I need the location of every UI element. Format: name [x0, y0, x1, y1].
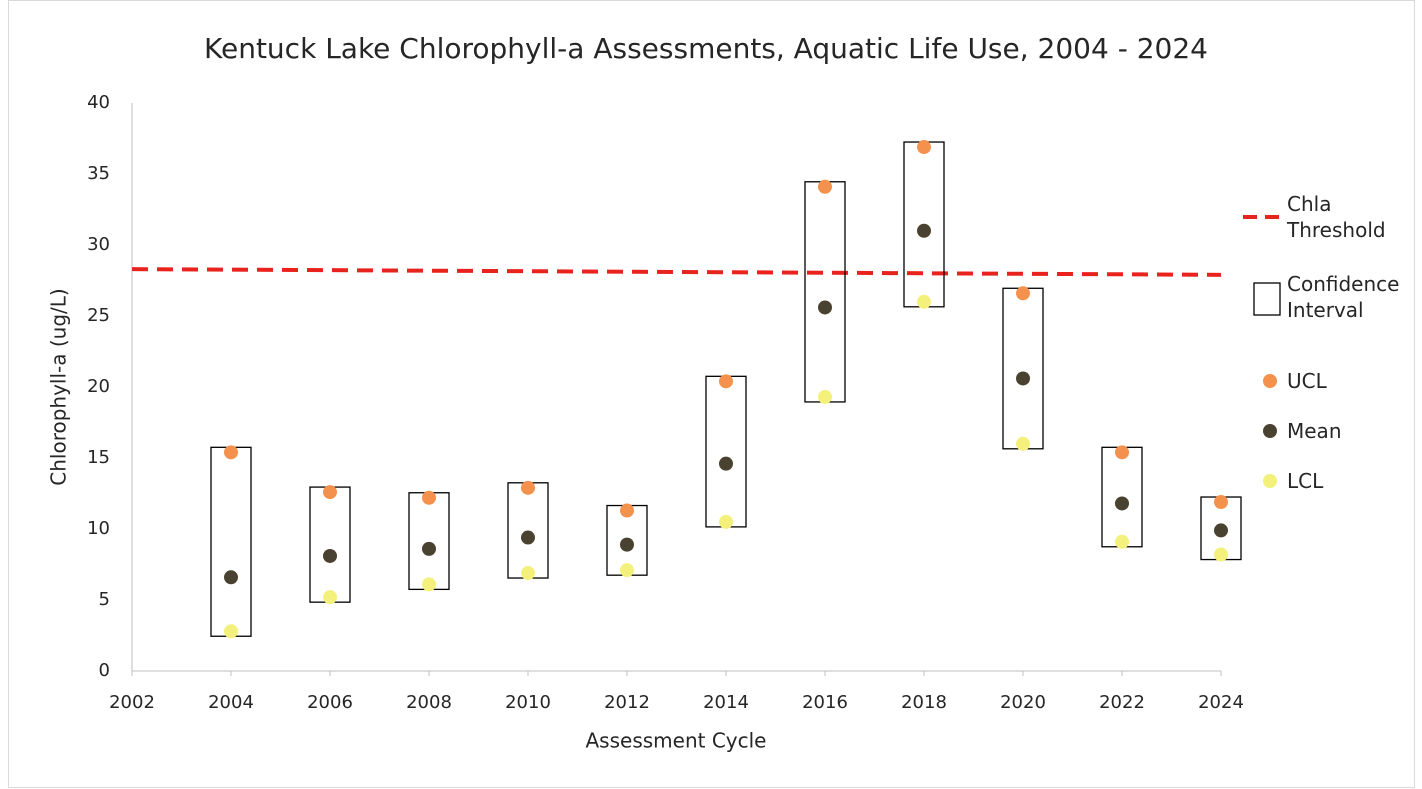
- x-tick-label: 2012: [604, 692, 650, 713]
- x-axis-label: Assessment Cycle: [586, 729, 767, 753]
- y-tick-label: 25: [87, 305, 110, 326]
- x-tick-label: 2008: [406, 692, 452, 713]
- point: [620, 537, 634, 552]
- legend-label: LCL: [1287, 469, 1324, 493]
- x-tick-label: 2022: [1099, 692, 1145, 713]
- point: [224, 570, 238, 585]
- point: [224, 445, 238, 460]
- x-tick-label: 2016: [802, 692, 848, 713]
- point: [422, 490, 436, 505]
- point: [1214, 547, 1228, 562]
- y-tick-label: 5: [99, 589, 110, 610]
- chart-title: Kentuck Lake Chlorophyll-a Assessments, …: [204, 32, 1208, 65]
- legend-label: Mean: [1287, 419, 1342, 443]
- x-tick-label: 2004: [208, 692, 254, 713]
- legend-swatch: [1263, 424, 1277, 438]
- point: [1214, 495, 1228, 510]
- y-axis-label: Chlorophyll-a (ug/L): [47, 288, 71, 485]
- point: [719, 374, 733, 389]
- y-tick-label: 15: [87, 447, 110, 468]
- point: [818, 389, 832, 404]
- legend-swatch: [1263, 374, 1277, 388]
- point: [224, 624, 238, 639]
- y-tick-label: 20: [87, 376, 110, 397]
- point: [422, 577, 436, 592]
- point: [1016, 286, 1030, 301]
- threshold-line: [131, 267, 1222, 277]
- point: [1016, 436, 1030, 451]
- point: [422, 541, 436, 556]
- point: [917, 294, 931, 309]
- point: [521, 566, 535, 581]
- legend-swatch: [1253, 282, 1281, 316]
- x-tick-label: 2006: [307, 692, 353, 713]
- chart-frame: [8, 0, 1415, 788]
- point: [818, 300, 832, 315]
- y-tick-label: 35: [87, 163, 110, 184]
- x-tick-label: 2002: [109, 692, 155, 713]
- point: [1016, 371, 1030, 386]
- point: [1214, 523, 1228, 538]
- point: [917, 140, 931, 155]
- legend-label: Confidence Interval: [1287, 272, 1400, 322]
- point: [719, 456, 733, 471]
- point: [1115, 534, 1129, 549]
- point: [1115, 445, 1129, 460]
- y-tick-label: 40: [87, 92, 110, 113]
- point: [620, 563, 634, 578]
- point: [719, 514, 733, 529]
- y-tick-label: 10: [87, 518, 110, 539]
- x-tick-label: 2014: [703, 692, 749, 713]
- y-tick-label: 0: [99, 660, 110, 681]
- legend-swatch: [1263, 474, 1277, 488]
- y-tick-label: 30: [87, 234, 110, 255]
- point: [620, 503, 634, 518]
- legend-label: UCL: [1287, 369, 1327, 393]
- point: [917, 223, 931, 238]
- point: [1115, 496, 1129, 511]
- x-tick-label: 2018: [901, 692, 947, 713]
- point: [323, 485, 337, 500]
- point: [818, 179, 832, 194]
- point: [521, 480, 535, 495]
- point: [323, 548, 337, 563]
- point: [323, 590, 337, 605]
- x-tick-label: 2010: [505, 692, 551, 713]
- point: [521, 530, 535, 545]
- x-tick-label: 2020: [1000, 692, 1046, 713]
- legend-label: Chla Threshold: [1287, 192, 1386, 242]
- x-tick-label: 2024: [1198, 692, 1244, 713]
